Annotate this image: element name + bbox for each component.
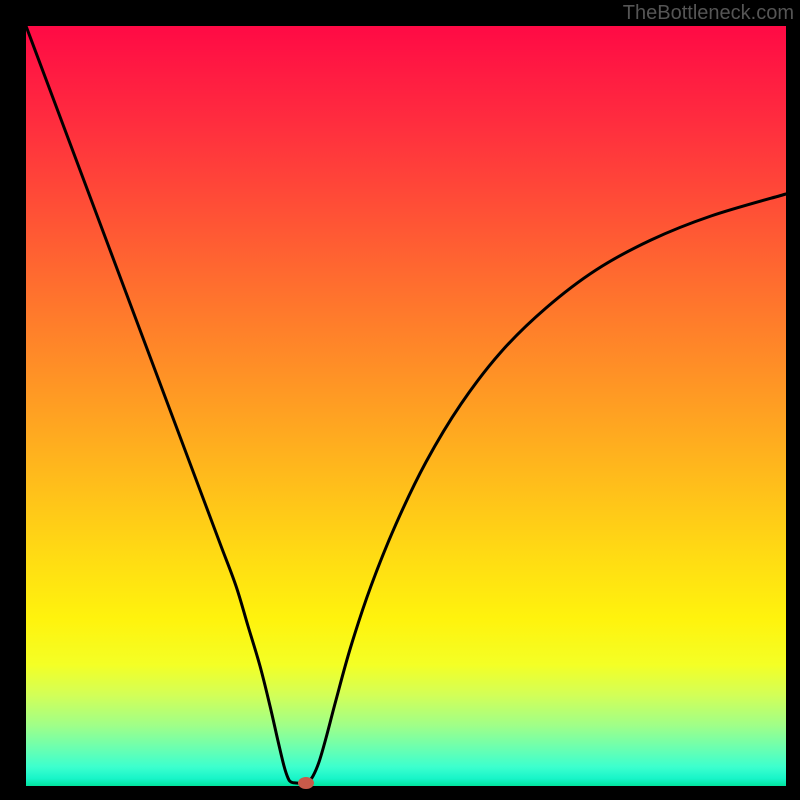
chart-outer-frame	[0, 0, 800, 800]
chart-curve-layer	[26, 26, 786, 786]
bottleneck-curve	[26, 26, 786, 783]
chart-plot-area	[26, 26, 786, 786]
watermark-text: TheBottleneck.com	[623, 2, 794, 25]
minimum-marker	[298, 777, 314, 789]
